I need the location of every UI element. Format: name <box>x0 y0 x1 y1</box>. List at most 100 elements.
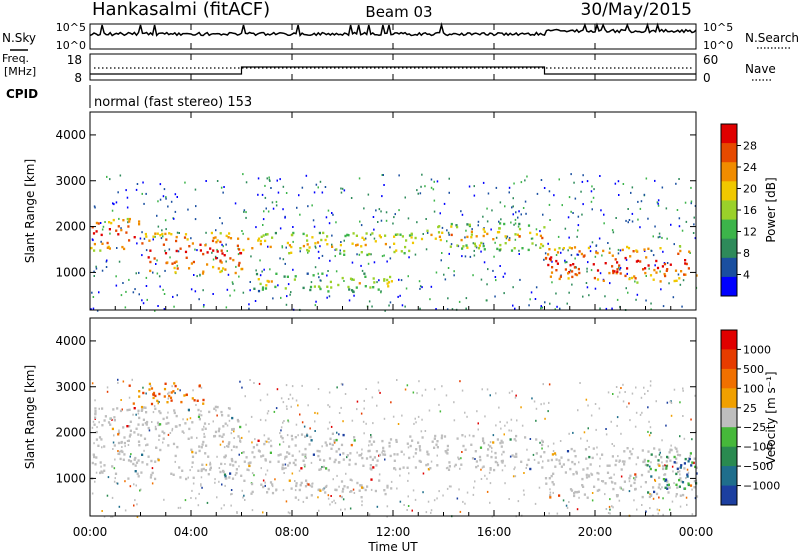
power-band-cell <box>571 270 574 273</box>
power-noise-cell <box>172 295 174 298</box>
power-noise-cell <box>360 264 362 267</box>
velocity-band-cell <box>690 464 693 467</box>
power-noise-cell <box>326 296 328 299</box>
power-noise-cell <box>588 294 590 297</box>
velocity-band-cell <box>173 382 176 385</box>
power-band-cell <box>663 262 667 266</box>
velocity-band-cell <box>159 448 162 452</box>
velocity-noise-cell <box>190 497 192 499</box>
power-band-cell <box>239 251 242 255</box>
velocity-band-cell <box>143 437 147 440</box>
velocity-noise-cell <box>200 484 202 487</box>
power-noise-cell <box>586 286 589 289</box>
velocity-band-cell <box>654 468 657 472</box>
power-noise-cell <box>105 260 108 263</box>
power-band-cell <box>553 248 557 251</box>
power-noise-cell <box>356 253 358 256</box>
power-band-cell <box>439 238 442 242</box>
velocity-band-cell <box>470 443 473 446</box>
power-noise-cell <box>421 173 423 176</box>
power-noise-cell <box>319 180 322 183</box>
velocity-band-cell <box>322 465 325 469</box>
velocity-noise-cell <box>433 499 436 502</box>
nsky-trace <box>89 22 697 38</box>
velocity-band-cell <box>174 454 177 458</box>
velocity-noise-cell <box>539 441 541 444</box>
power-band-cell <box>108 221 111 224</box>
power-noise-cell <box>254 300 257 302</box>
velocity-noise-cell <box>230 489 233 491</box>
velocity-band-cell <box>267 487 270 491</box>
velocity-band-cell <box>668 451 671 454</box>
velocity-noise-cell <box>489 501 491 504</box>
power-band-cell <box>220 269 223 273</box>
power-noise-cell <box>564 261 566 264</box>
velocity-band-cell <box>524 436 527 439</box>
power-noise-cell <box>511 206 513 209</box>
velocity-noise-cell <box>659 488 662 491</box>
velocity-band-cell <box>446 448 449 451</box>
velocity-band-cell <box>479 458 482 462</box>
velocity-band-cell <box>658 476 661 479</box>
velocity-noise-cell <box>415 421 417 424</box>
velocity-band-cell <box>596 471 599 475</box>
velocity-band-cell <box>406 442 409 445</box>
velocity-band-cell <box>133 458 136 461</box>
power-noise-cell <box>522 207 525 209</box>
nave-label: Nave <box>745 62 776 76</box>
power-band-cell <box>608 271 611 275</box>
power-band-cell <box>596 278 600 281</box>
power-noise-cell <box>540 305 542 308</box>
power-noise-cell <box>307 205 309 208</box>
velocity-noise-cell <box>186 418 189 421</box>
velocity-band-cell <box>232 464 235 467</box>
velocity-noise-cell <box>279 443 281 446</box>
power-band-cell <box>437 231 441 234</box>
power-band-cell <box>531 242 534 245</box>
velocity-band-cell <box>478 455 482 459</box>
velocity-band-cell <box>647 491 650 494</box>
power-noise-cell <box>657 202 659 205</box>
velocity-noise-cell <box>532 453 535 456</box>
power-noise-cell <box>536 192 539 195</box>
power-noise-cell <box>414 253 417 256</box>
velocity-noise-cell <box>340 508 342 511</box>
velocity-noise-cell <box>481 466 484 469</box>
velocity-noise-cell <box>426 453 429 456</box>
power-band-cell <box>483 248 486 251</box>
velocity-band-cell <box>350 443 353 447</box>
power-band-cell <box>133 236 136 239</box>
power-noise-cell <box>287 283 290 286</box>
power-band-cell <box>384 242 387 246</box>
power-band-cell <box>92 232 96 235</box>
velocity-band-cell <box>433 437 436 440</box>
power-noise-cell <box>163 308 166 311</box>
power-noise-cell <box>267 210 270 213</box>
power-noise-cell <box>541 306 544 309</box>
power-noise-cell <box>654 264 656 267</box>
velocity-band-cell <box>676 486 679 489</box>
velocity-noise-cell <box>287 511 290 514</box>
power-band-cell <box>465 244 468 247</box>
power-noise-cell <box>398 209 400 212</box>
power-band-cell <box>238 248 241 251</box>
velocity-noise-cell <box>655 400 657 403</box>
power-band-cell <box>602 279 605 282</box>
power-noise-cell <box>348 299 351 302</box>
power-noise-cell <box>425 248 428 251</box>
power-band-cell <box>284 287 287 290</box>
power-noise-cell <box>261 193 264 196</box>
velocity-colorbar-swatch <box>721 388 737 409</box>
power-noise-cell <box>313 225 316 228</box>
power-noise-cell <box>433 180 435 183</box>
velocity-noise-cell <box>682 389 684 392</box>
velocity-band-cell <box>294 463 297 467</box>
power-band-cell <box>260 235 263 238</box>
power-band-cell <box>309 285 313 289</box>
power-band-cell <box>147 256 150 259</box>
power-band-cell <box>321 272 324 275</box>
power-noise-cell <box>443 273 445 276</box>
power-band-cell <box>355 244 358 247</box>
velocity-band-cell <box>657 459 660 462</box>
velocity-band-cell <box>475 465 478 469</box>
